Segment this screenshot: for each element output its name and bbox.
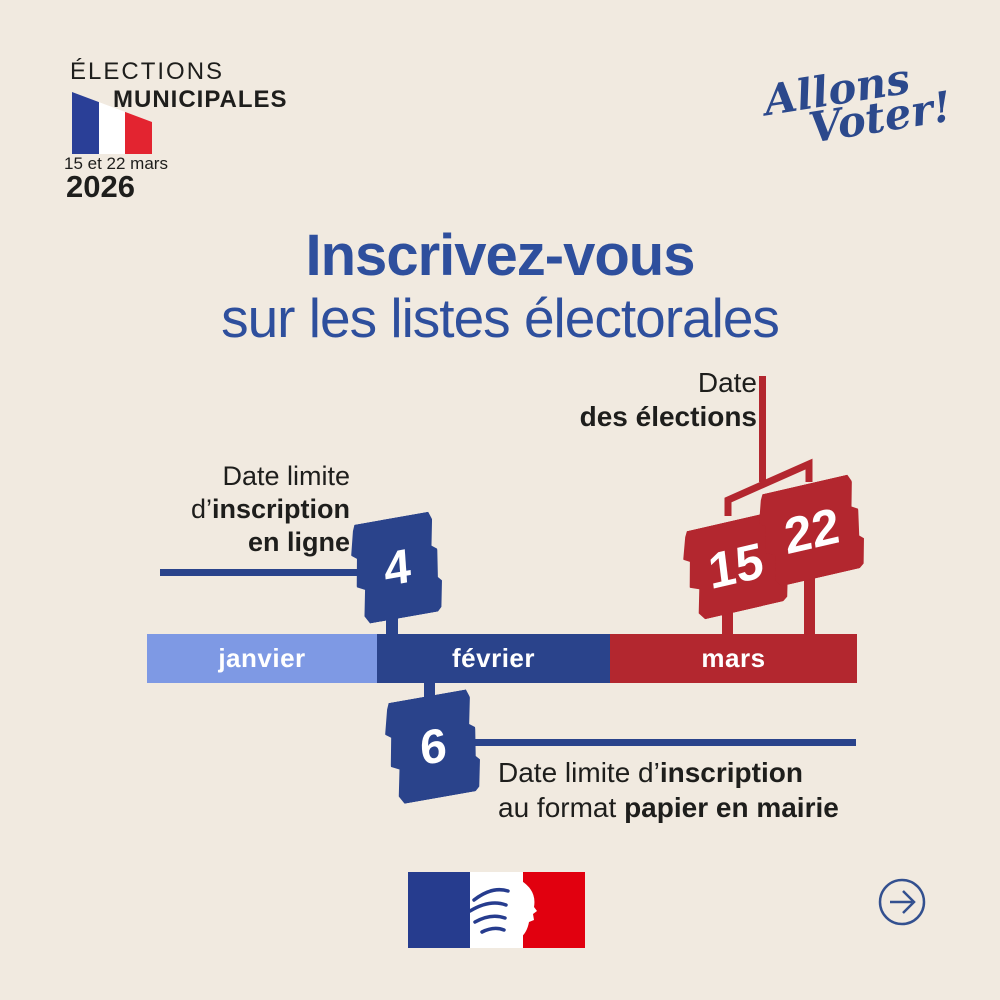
day-badge-15-number: 15 <box>705 531 767 601</box>
french-flag-icon <box>72 92 152 154</box>
paper-label-line1-regular: Date limite d’ <box>498 757 660 788</box>
paper-label-line2-regular: au format <box>498 792 625 823</box>
day-badge-22-number: 22 <box>781 496 843 566</box>
header-dates: 15 et 22 mars <box>64 154 168 173</box>
badge-15-stem <box>722 596 733 640</box>
paper-deadline-label: Date limite d’inscription au format papi… <box>498 755 839 825</box>
elections-bracket-line <box>724 458 813 516</box>
page-subtitle: sur les listes électorales <box>221 287 780 349</box>
paper-deadline-connector-line <box>464 739 856 746</box>
marianne-government-logo-icon <box>408 872 585 948</box>
online-deadline-label: Date limite d’inscription en ligne <box>130 460 350 559</box>
elections-label-stem <box>759 376 766 482</box>
online-label-line2-bold: inscription <box>211 494 350 524</box>
online-label-line1: Date limite <box>222 461 350 491</box>
header-municipales-label: MUNICIPALES <box>113 86 288 113</box>
online-deadline-connector-line <box>160 569 362 576</box>
allons-voter-logo: Allons Voter! <box>761 52 955 156</box>
paper-label-line2-bold: papier en mairie <box>624 792 839 823</box>
day-badge-6-number: 6 <box>417 718 448 776</box>
paper-label-line1-bold: inscription <box>659 757 803 788</box>
online-label-line3: en ligne <box>247 527 350 557</box>
header-elections-label: ÉLECTIONS <box>70 58 225 85</box>
election-dates-label: Date des élections <box>548 366 757 434</box>
header-year: 2026 <box>66 169 135 204</box>
elections-label-line1: Date <box>697 367 757 398</box>
arrow-right-icon <box>878 878 926 926</box>
timeline-month-fevrier: février <box>377 634 610 683</box>
elections-label-line2: des élections <box>579 401 757 432</box>
day-badge-4-number: 4 <box>381 539 412 597</box>
month-label: janvier <box>218 643 306 673</box>
day-badge-4: 4 <box>346 511 448 624</box>
timeline-month-janvier: janvier <box>147 634 377 683</box>
page-title: Inscrivez-vous <box>305 223 696 288</box>
next-arrow-button[interactable] <box>876 876 928 928</box>
badge-22-stem <box>804 558 815 640</box>
timeline-month-mars: mars <box>610 634 857 683</box>
month-label: mars <box>701 643 766 673</box>
online-label-line2-regular: d’ <box>190 494 212 524</box>
day-badge-6: 6 <box>380 689 486 805</box>
month-label: février <box>452 643 535 673</box>
